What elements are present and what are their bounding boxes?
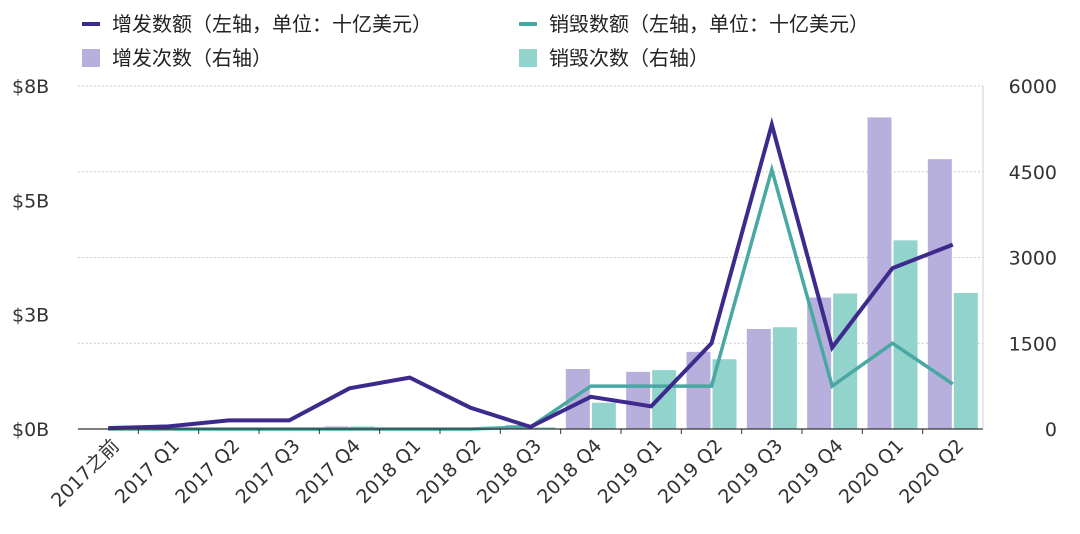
x-axis-tick-label: 2019 Q4 — [775, 435, 848, 508]
x-axis-tick-label: 2017 Q2 — [171, 435, 244, 508]
gridlines — [78, 85, 983, 344]
legend-label: 增发数额（左轴，单位：十亿美元） — [112, 12, 432, 36]
bar-issuance-count — [927, 159, 952, 429]
legend-label: 销毁次数（右轴） — [549, 46, 709, 70]
x-axis-tick-label: 2017 Q3 — [232, 435, 305, 508]
x-axis-tick-label: 2019 Q1 — [594, 435, 667, 508]
x-axis-tick-label: 2017 Q1 — [111, 435, 184, 508]
legend-label: 销毁数额（左轴，单位：十亿美元） — [549, 12, 869, 36]
x-axis-tick-label: 2019 Q3 — [714, 435, 787, 508]
left-axis-tick-label: $0B — [12, 419, 49, 441]
legend: 增发数额（左轴，单位：十亿美元） 销毁数额（左轴，单位：十亿美元） 增发次数（右轴）… — [82, 12, 869, 70]
right-axis-tick-label: 0 — [1045, 419, 1057, 441]
legend-bar-swatch — [82, 49, 100, 67]
x-axis-tick-label: 2020 Q2 — [895, 435, 968, 508]
right-axis-tick-label: 4500 — [1009, 162, 1057, 184]
x-axis-tick-label: 2018 Q3 — [473, 435, 546, 508]
bar-burn-count — [591, 402, 616, 429]
bar-issuance-count — [746, 328, 771, 429]
bar-burn-count — [953, 292, 978, 429]
issuance-amount-line — [108, 117, 954, 431]
bar-burn-count — [833, 293, 858, 429]
x-axis-tick-label: 2017之前 — [47, 435, 124, 512]
left-axis-tick-label: $3B — [12, 305, 49, 327]
x-axis-tick-label: 2017 Q4 — [292, 435, 365, 508]
right-axis-tick-label: 3000 — [1009, 248, 1057, 270]
legend-bar-swatch — [519, 49, 537, 67]
bar-burn-count — [531, 427, 556, 429]
left-axis-tick-label: $8B — [12, 76, 49, 98]
x-axis-tick-label: 2019 Q2 — [654, 435, 727, 508]
bar-burn-count — [893, 240, 918, 429]
x-axis-tick-label: 2018 Q4 — [533, 435, 606, 508]
right-axis-tick-label: 6000 — [1009, 76, 1057, 98]
x-axis-tick-label: 2020 Q1 — [835, 435, 908, 508]
legend-label: 增发次数（右轴） — [112, 46, 272, 70]
bar-issuance-count — [626, 371, 651, 429]
bar-burn-count — [772, 327, 797, 429]
left-axis-tick-label: $5B — [12, 190, 49, 212]
x-axis-tick-label: 2018 Q2 — [413, 435, 486, 508]
x-axis-tick-label: 2018 Q1 — [352, 435, 425, 508]
bars — [324, 117, 978, 430]
right-axis-tick-label: 1500 — [1009, 333, 1057, 355]
